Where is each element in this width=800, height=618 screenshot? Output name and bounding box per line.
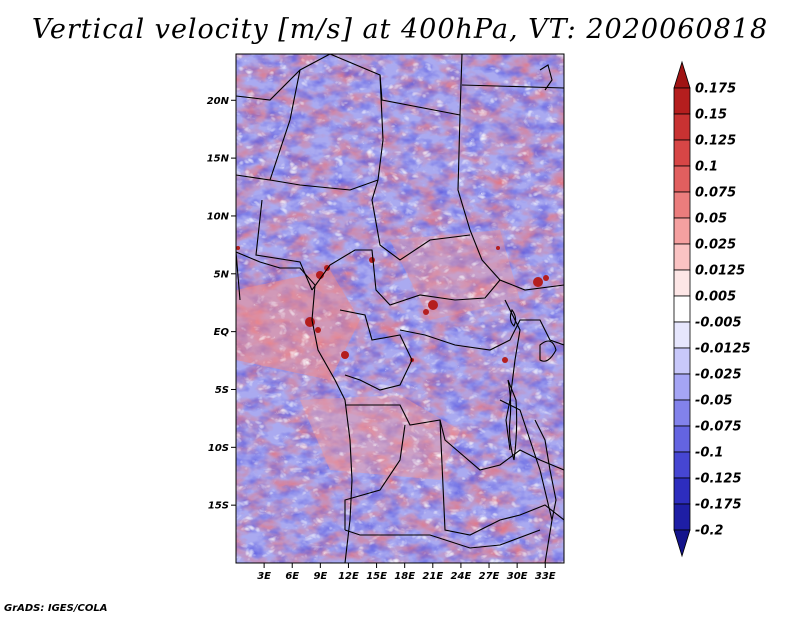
colorbar-bin xyxy=(673,191,691,219)
colorbar-bin xyxy=(673,373,691,401)
colorbar-label: 0.05 xyxy=(695,212,727,227)
colorbar-bottom-arrow xyxy=(673,529,691,558)
x-tick-label: 27E xyxy=(479,571,500,582)
footer-credit: GrADS: IGES/COLA xyxy=(4,603,108,614)
x-tick-label: 24E xyxy=(451,571,472,582)
colorbar-bin xyxy=(673,295,691,323)
x-tick-label: 18E xyxy=(394,571,415,582)
y-tick-label: 10N xyxy=(207,211,230,222)
colorbar-bin xyxy=(673,321,691,349)
colorbar-label: 0.125 xyxy=(695,134,736,149)
colorbar-label: 0.175 xyxy=(695,82,736,97)
x-tick-label: 12E xyxy=(338,571,359,582)
chart-title: Vertical velocity [m/s] at 400hPa, VT: 2… xyxy=(31,14,769,45)
y-tick-label: 15N xyxy=(207,154,230,165)
colorbar-bin xyxy=(673,139,691,167)
colorbar-label: 0.025 xyxy=(695,238,736,253)
colorbar-label: 0.005 xyxy=(695,290,736,305)
colorbar-label: -0.075 xyxy=(695,420,742,435)
colorbar-label: -0.005 xyxy=(695,316,742,331)
colorbar-label: -0.025 xyxy=(695,368,742,383)
y-tick-label: 5S xyxy=(215,385,229,396)
y-tick-label: 15S xyxy=(208,501,229,512)
colorbar-label: -0.2 xyxy=(695,524,723,539)
x-tick-label: 21E xyxy=(422,571,443,582)
colorbar-bin xyxy=(673,165,691,193)
colorbar-bin xyxy=(673,451,691,479)
colorbar-label: 0.15 xyxy=(695,108,727,123)
x-axis: 3E 6E 9E 12E 15E 18E 21E 24E 27E 30E 33E xyxy=(257,563,556,582)
y-tick-label: 20N xyxy=(207,96,230,107)
colorbar-bin xyxy=(673,87,691,115)
colorbar-top-arrow xyxy=(673,60,691,89)
y-tick-label: 10S xyxy=(208,443,229,454)
map-field xyxy=(236,54,564,563)
x-tick-label: 30E xyxy=(507,571,528,582)
colorbar-label: 0.0125 xyxy=(695,264,745,279)
plot-frame xyxy=(235,53,565,564)
colorbar-label: -0.1 xyxy=(695,446,723,461)
x-tick-label: 33E xyxy=(535,571,556,582)
colorbar-bin xyxy=(673,217,691,245)
colorbar-bin xyxy=(673,113,691,141)
y-tick-label: 5N xyxy=(214,269,230,280)
colorbar-bin xyxy=(673,399,691,427)
colorbar: 0.175 0.15 0.125 0.1 0.075 0.05 0.025 0.0125 0.0… xyxy=(673,60,751,558)
colorbar-bin xyxy=(673,477,691,505)
colorbar-bin xyxy=(673,347,691,375)
colorbar-label: -0.05 xyxy=(695,394,732,409)
colorbar-label: -0.0125 xyxy=(695,342,751,357)
x-tick-label: 6E xyxy=(285,571,299,582)
colorbar-bin xyxy=(673,503,691,531)
colorbar-label: -0.175 xyxy=(695,498,742,513)
colorbar-label: -0.125 xyxy=(695,472,742,487)
y-axis: 20N 15N 10N 5N EQ 5S 10S 15S xyxy=(207,96,236,512)
colorbar-bin xyxy=(673,243,691,271)
y-tick-label: EQ xyxy=(214,327,230,338)
x-tick-label: 15E xyxy=(366,571,387,582)
x-tick-label: 3E xyxy=(257,571,271,582)
colorbar-bin xyxy=(673,425,691,453)
x-tick-label: 9E xyxy=(313,571,327,582)
colorbar-label: 0.075 xyxy=(695,186,736,201)
colorbar-bin xyxy=(673,269,691,297)
colorbar-label: 0.1 xyxy=(695,160,718,175)
